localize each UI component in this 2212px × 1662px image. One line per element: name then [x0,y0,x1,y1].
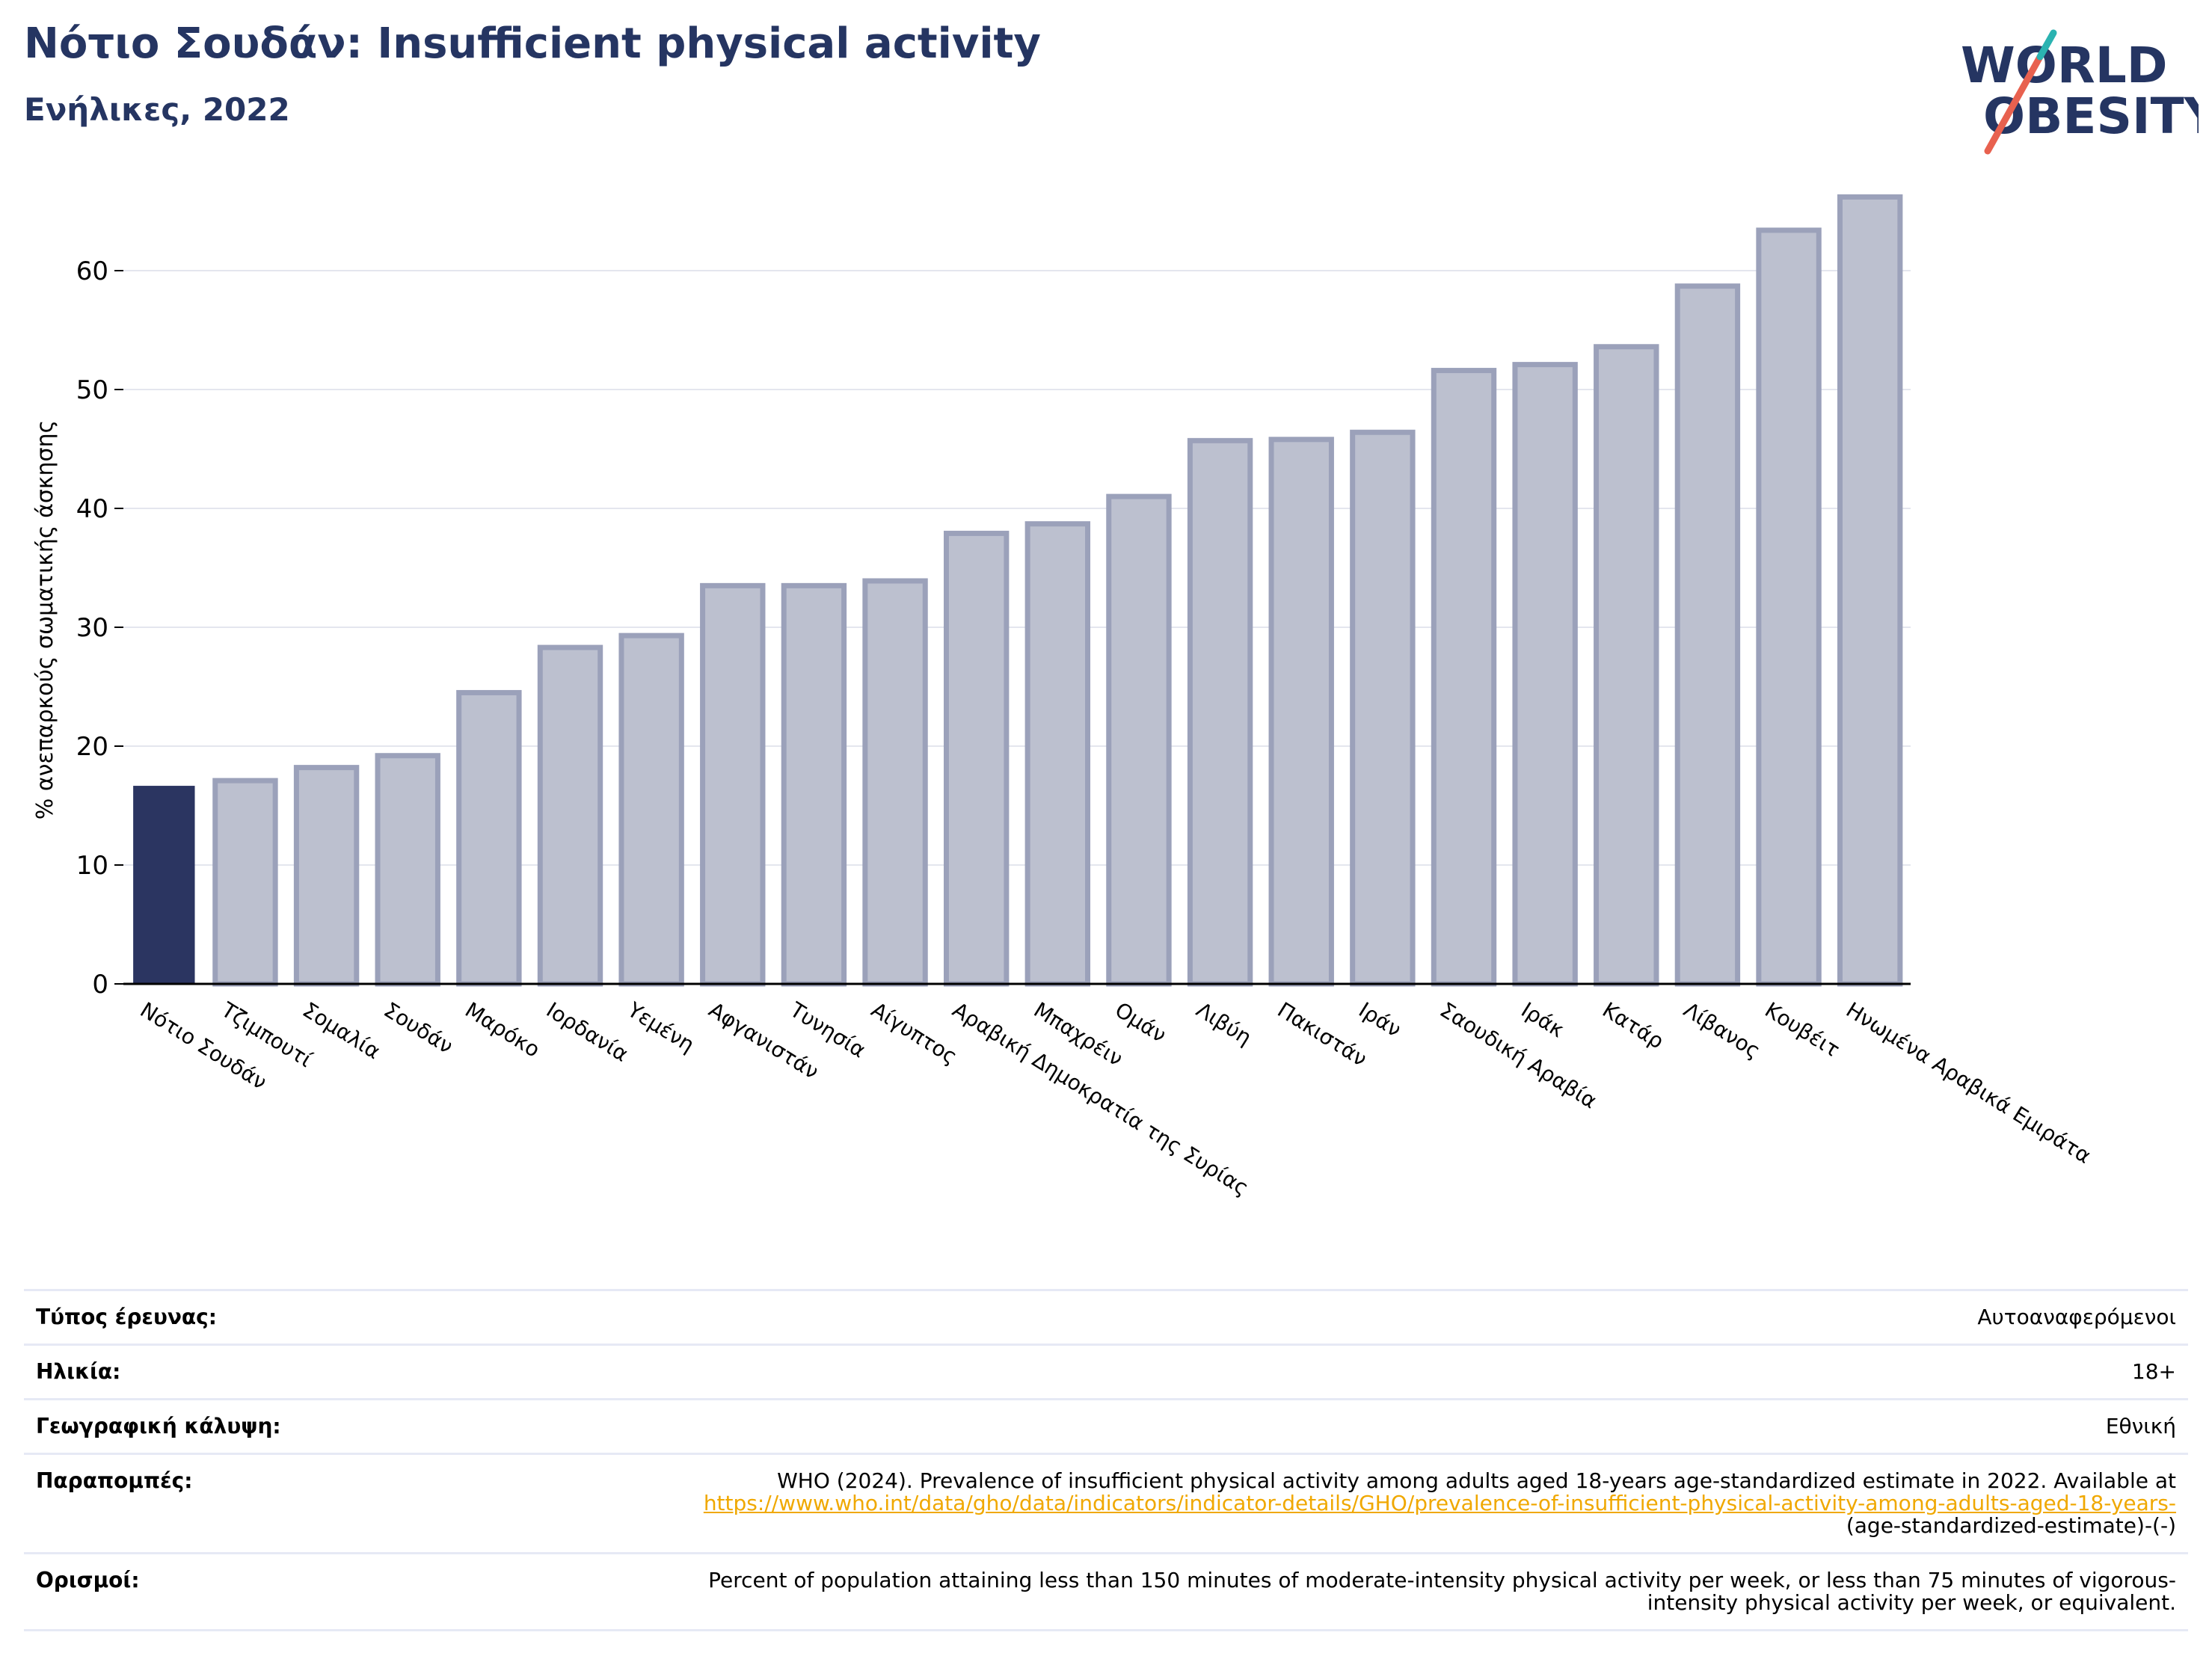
info-row-age: Ηλικία: 18+ [24,1344,2188,1400]
x-tick-label: Κατάρ [1598,997,1668,1054]
info-value: 18+ [422,1344,2188,1400]
x-tick-label: Υεμένη [623,997,699,1057]
bar-2 [293,765,360,987]
bars [133,194,1903,987]
bar-4 [456,689,522,987]
x-tick-label: Σουδάν [380,997,458,1059]
reference-text: WHO (2024). Prevalence of insufficient p… [777,1468,2176,1493]
info-row-coverage: Γεωγραφική κάλυψη: Εθνική [24,1398,2188,1454]
x-tick-label: Ιράκ [1517,997,1568,1042]
y-tick-label: 40 [76,494,108,524]
bar-6 [618,633,684,987]
y-tick-label: 30 [76,613,108,643]
bar-0 [133,786,195,985]
bar-12 [1106,493,1172,987]
info-row-definitions: Ορισμοί: Percent of population attaining… [24,1552,2188,1631]
info-label: Ηλικία: [24,1344,422,1400]
bar-18 [1594,344,1659,987]
y-axis: 0 10 20 30 40 50 60 [76,256,123,1000]
world-obesity-logo: WORLD OBESITY [1961,29,2199,155]
info-label: Ορισμοί: [24,1552,422,1631]
bar-14 [1268,437,1334,987]
y-tick-label: 20 [76,732,108,762]
logo-slash-red [1984,53,2044,155]
bar-8 [781,582,847,987]
bar-16 [1431,368,1497,987]
bar-20 [1756,227,1822,987]
chart-subtitle: Ενήλικες, 2022 [24,91,290,128]
bar-9 [862,578,928,987]
y-tick-label: 60 [76,256,108,286]
x-tick-label: Λίβανος [1680,997,1765,1063]
x-tick-label: Ιράν [1354,997,1405,1042]
y-tick-label: 10 [76,851,108,881]
bar-13 [1187,437,1253,987]
info-table: Τύπος έρευνας: Αυτοαναφερόμενοι Ηλικία: … [24,1289,2188,1631]
bar-1 [212,778,278,987]
x-tick-label: Ιορδανία [542,997,633,1067]
bar-15 [1350,429,1416,987]
reference-tail: (age-standardized-estimate)-(-) [1846,1513,2176,1538]
info-value: Εθνική [422,1398,2188,1454]
definition-line: Percent of population attaining less tha… [708,1568,2176,1592]
bar-5 [537,644,603,987]
info-row-survey-type: Τύπος έρευνας: Αυτοαναφερόμενοι [24,1289,2188,1345]
logo-line-1: WORLD [1961,37,2168,94]
bar-21 [1837,194,1903,987]
logo-slash-teal [2036,29,2057,61]
x-tick-label: Ομάν [1110,997,1170,1047]
reference-link[interactable]: https://www.who.int/data/gho/data/indica… [703,1491,2176,1515]
x-tick-label: Μαρόκο [461,997,544,1062]
info-label: Παραπομπές: [24,1453,422,1554]
bar-17 [1512,362,1578,987]
x-tick-label: Λιβύη [1192,997,1256,1050]
definition-line: intensity physical activity per week, or… [1647,1590,2176,1615]
info-label: Γεωγραφική κάλυψη: [24,1398,422,1454]
bar-3 [375,753,440,987]
y-tick-label: 0 [92,970,108,1000]
x-tick-label: Αίγυπτος [867,997,962,1069]
info-value: Αυτοαναφερόμενοι [422,1289,2188,1345]
bar-7 [700,582,766,987]
info-row-references: Παραπομπές: WHO (2024). Prevalence of in… [24,1453,2188,1554]
bar-11 [1024,521,1091,987]
y-tick-label: 50 [76,375,108,405]
chart-title: Νότιο Σουδάν: Insufficient physical acti… [24,19,1041,68]
x-tick-label: Κουβέιτ [1760,997,1844,1062]
info-label: Τύπος έρευνας: [24,1289,422,1345]
x-tick-label: Ηνωμένα Αραβικά Εμιράτα [1842,997,2095,1169]
y-axis-label: % ανεπαρκούς σωματικής άσκησης [32,420,58,819]
bar-10 [943,530,1010,987]
x-tick-label: Πακιστάν [1274,997,1371,1071]
bar-chart: 0 10 20 30 40 50 60 Νότιο ΣουδάνΤζιμπουτίΣομαλ… [32,194,2095,1201]
bar-19 [1674,283,1741,987]
